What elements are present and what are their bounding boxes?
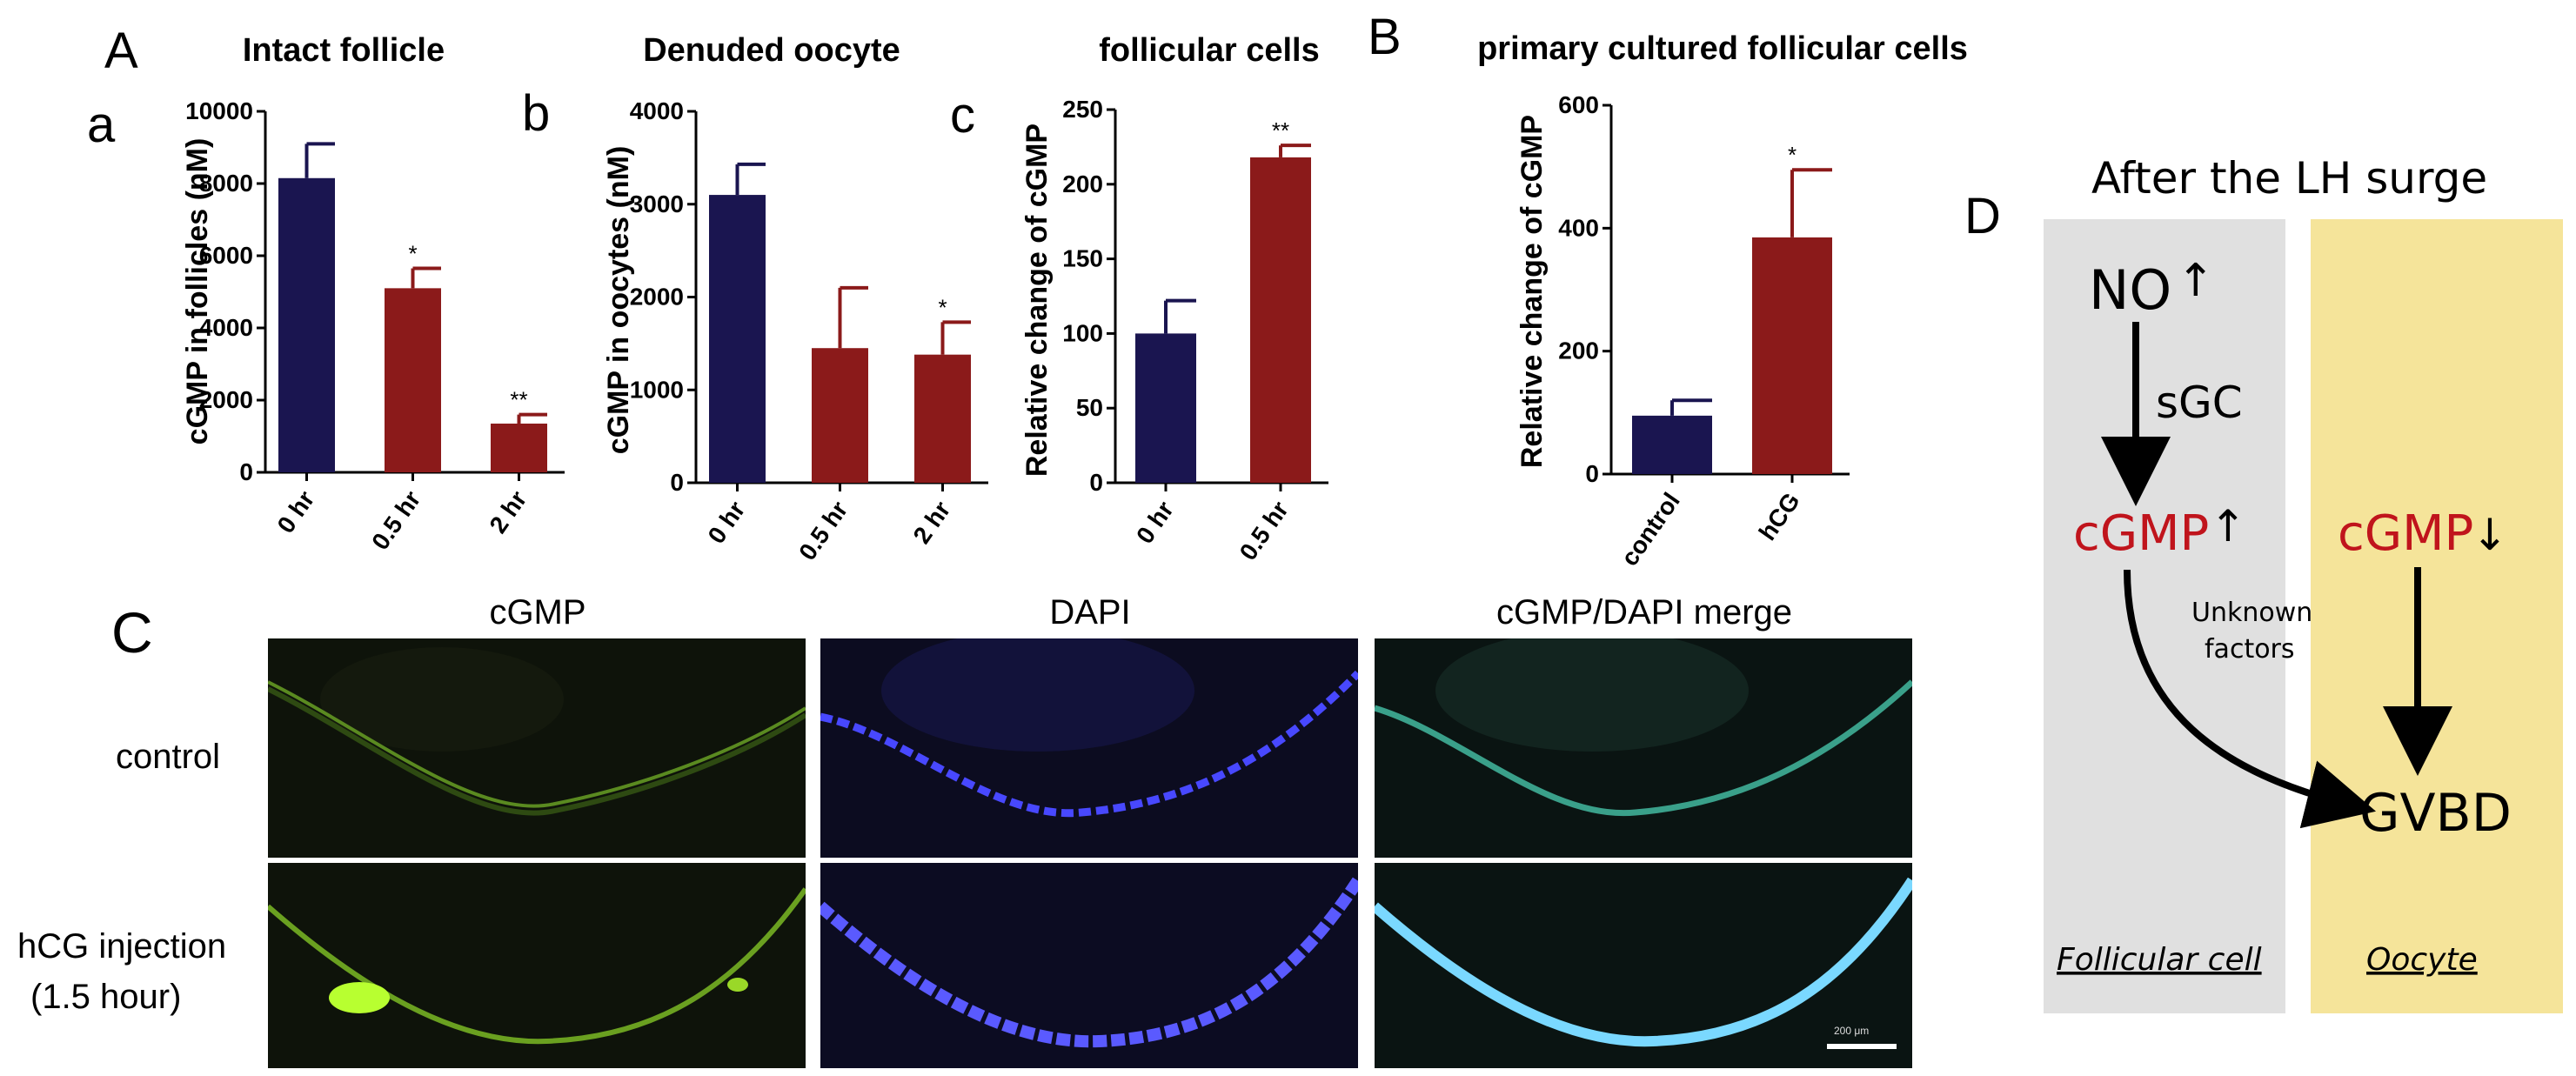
x-tick-label: 0 hr — [272, 486, 320, 538]
cgmp-oocyte-label: cGMP — [2338, 505, 2473, 562]
x-tick-label: control — [1616, 488, 1685, 571]
y-tick-label: 400 — [1558, 214, 1599, 241]
y-axis-label: Relative change of cGMP — [1020, 124, 1054, 477]
unknown-label-1: Unknown — [2191, 598, 2312, 628]
no-label: NO — [2089, 258, 2171, 322]
chart-title: follicular cells — [1099, 32, 1319, 69]
bar — [278, 177, 335, 472]
follicular-cell-label: Follicular cell — [2057, 942, 2262, 978]
y-tick-label: 150 — [1062, 245, 1103, 272]
bar — [812, 348, 868, 483]
bar — [1752, 237, 1832, 474]
y-tick-label: 100 — [1062, 319, 1103, 346]
image-control-cgmp — [268, 638, 806, 858]
y-tick-label: 4000 — [630, 97, 684, 124]
y-tick-label: 0 — [239, 458, 253, 485]
y-axis-label: cGMP in oocytes (nM) — [602, 146, 635, 455]
cgmp-follicular-label: cGMP — [2073, 505, 2209, 562]
chart-denuded-oocyte: Denuded oocyte cGMP in oocytes (nM) 0 1000 2… — [602, 32, 988, 565]
panel-label-A: A — [104, 23, 138, 79]
y-tick-label: 3000 — [630, 190, 684, 217]
cgmp-up-arrow: ↑ — [2210, 501, 2246, 551]
bar — [1632, 415, 1712, 474]
y-tick-label: 1000 — [630, 376, 684, 403]
chart-follicular-cells: follicular cells Relative change of cGMP 0… — [1020, 32, 1328, 565]
x-tick-label: 0 hr — [703, 497, 751, 549]
panel-label-B: B — [1368, 9, 1402, 65]
chart-primary-cultured: primary cultured follicular cells Relativ… — [1477, 30, 1968, 571]
y-tick-label: 0 — [670, 469, 684, 496]
significance-marker: ** — [510, 387, 527, 413]
unknown-factors-arrow — [2124, 569, 2377, 829]
image-hcg-cgmp — [268, 863, 806, 1068]
scale-bar-label: 200 μm — [1834, 1025, 1870, 1037]
unknown-label-2: factors — [2205, 634, 2295, 665]
image-hcg-merge: 200 μm — [1375, 863, 1912, 1068]
row-label-time: (1.5 hour) — [30, 978, 182, 1016]
y-axis-label: cGMP in follicles (nM) — [181, 138, 214, 445]
chart-title: Denuded oocyte — [643, 32, 900, 69]
bar — [1250, 157, 1311, 484]
bar — [491, 423, 547, 472]
follicular-cell-region — [2044, 219, 2285, 1013]
column-label-dapi: DAPI — [1049, 593, 1131, 632]
x-tick-label: 2 hr — [485, 486, 532, 538]
y-tick-label: 6000 — [199, 242, 253, 269]
x-tick-label: 0.5 hr — [793, 497, 853, 565]
y-tick-label: 250 — [1062, 96, 1103, 123]
x-tick-label: 0.5 hr — [366, 486, 425, 555]
panel-label-c: c — [950, 87, 975, 144]
column-label-cgmp: cGMP — [489, 593, 586, 632]
chart-title: primary cultured follicular cells — [1477, 30, 1968, 67]
image-control-dapi — [820, 638, 1358, 858]
panel-label-b: b — [522, 85, 550, 142]
significance-marker: * — [1788, 142, 1797, 168]
oocyte-label: Oocyte — [2366, 942, 2478, 978]
panel-label-D: D — [1964, 188, 2001, 244]
sgc-label: sGC — [2156, 378, 2243, 428]
y-tick-label: 4000 — [199, 314, 253, 341]
y-tick-label: 8000 — [199, 170, 253, 197]
y-tick-label: 600 — [1558, 91, 1599, 118]
bar — [1135, 333, 1196, 483]
y-tick-label: 200 — [1558, 338, 1599, 364]
significance-marker: ** — [1272, 117, 1289, 144]
panel-label-a: a — [87, 97, 116, 153]
chart-intact-follicle: Intact follicle cGMP in follicles (nM) 0 20… — [181, 32, 565, 555]
chart-title: Intact follicle — [243, 32, 445, 69]
column-label-merge: cGMP/DAPI merge — [1495, 593, 1793, 632]
y-tick-label: 2000 — [199, 386, 253, 413]
y-tick-label: 2000 — [630, 284, 684, 311]
y-tick-label: 50 — [1076, 394, 1103, 421]
y-tick-label: 0 — [1089, 469, 1103, 496]
row-label-hcg: hCG injection — [17, 927, 227, 966]
bar — [709, 195, 766, 483]
gvbd-label: GVBD — [2359, 783, 2512, 844]
cgmp-down-arrow: ↓ — [2472, 510, 2508, 560]
significance-marker: * — [408, 241, 417, 267]
oocyte-region — [2311, 219, 2563, 1013]
x-tick-label: 2 hr — [908, 497, 956, 549]
diagram-lh-surge: After the LH surge NO ↑ sGC cGMP ↑ cGMP … — [2044, 153, 2563, 1013]
significance-marker: * — [938, 294, 947, 320]
panel-label-C: C — [111, 600, 153, 665]
no-up-arrow: ↑ — [2177, 255, 2215, 307]
y-tick-label: 10000 — [185, 97, 253, 124]
x-tick-label: 0 hr — [1131, 497, 1179, 549]
image-hcg-dapi — [820, 863, 1358, 1068]
x-tick-label: hCG — [1754, 488, 1805, 545]
bar — [914, 354, 971, 483]
y-tick-label: 0 — [1585, 460, 1599, 487]
diagram-title: After the LH surge — [2091, 153, 2487, 204]
x-tick-label: 0.5 hr — [1234, 497, 1294, 565]
image-control-merge — [1375, 638, 1912, 858]
row-label-control: control — [116, 738, 221, 776]
y-axis-label: Relative change of cGMP — [1515, 115, 1549, 468]
y-tick-label: 200 — [1062, 170, 1103, 197]
bar — [385, 288, 441, 472]
